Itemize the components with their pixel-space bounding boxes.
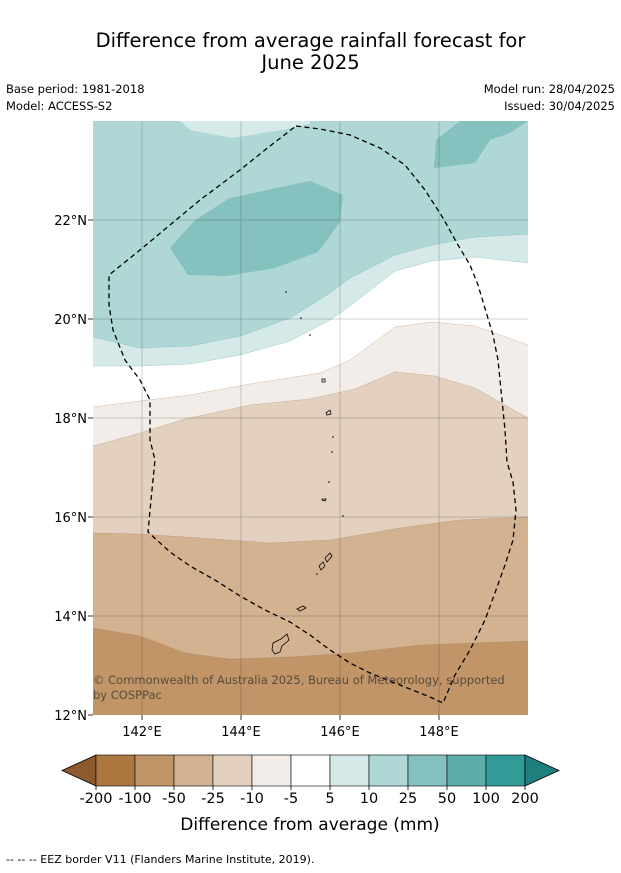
colorbar-over-arrow [524, 754, 560, 787]
island-farallon [321, 498, 327, 502]
colorbar-tick-label: 10 [360, 791, 378, 807]
graticule [93, 121, 528, 715]
colorbar-tick-label: 5 [325, 791, 334, 807]
colorbar-tick-label: 200 [511, 791, 539, 807]
island-saipan [324, 552, 333, 563]
island-agrihan [325, 409, 332, 416]
colorbar-bin [485, 754, 526, 787]
lon-tick-marks [141, 715, 440, 720]
colorbar-bin [290, 754, 331, 787]
lat-tick-label: 12°N [54, 709, 87, 724]
colorbar-bin [173, 754, 214, 787]
rainfall-map: © Commonwealth of Australia 2025, Bureau… [93, 121, 528, 715]
colorbar-tick-label: 100 [472, 791, 500, 807]
colorbar-bin [251, 754, 292, 787]
colorbar-bin [95, 754, 136, 787]
patch-25-to-50-central [170, 181, 343, 276]
colorbar: -200 -100 -50 -25 -10 -5 5 10 25 50 100 … [61, 754, 560, 835]
patch-5-to-10-north [180, 121, 310, 138]
lon-tick-label: 148°E [419, 725, 459, 740]
lon-tick-label: 142°E [122, 725, 162, 740]
colorbar-bin [446, 754, 487, 787]
colorbar-bin [407, 754, 448, 787]
colorbar-bin [212, 754, 253, 787]
lat-tick-label: 18°N [54, 412, 87, 427]
contour-lines-wet [93, 233, 528, 367]
patch-25-to-50-northeast [434, 121, 528, 168]
island-dots [285, 291, 344, 575]
lat-tick-label: 20°N [54, 313, 87, 328]
copyright-line-1: © Commonwealth of Australia 2025, Bureau… [93, 673, 505, 687]
eez-border-footnote: -- -- -- EEZ border V11 (Flanders Marine… [6, 853, 315, 866]
colorbar-tick-label: -50 [162, 791, 186, 807]
lat-tick-labels: 22°N 20°N 18°N 16°N 14°N 12°N [54, 214, 87, 724]
colorbar-bin [368, 754, 409, 787]
model-run-label: Model run: 28/04/2025 [483, 82, 615, 96]
lat-tick-label: 22°N [54, 214, 87, 229]
map-title-line-1: Difference from average rainfall forecas… [95, 29, 526, 52]
base-period-label: Base period: 1981-2018 [6, 82, 145, 96]
colorbar-tick-label: 25 [399, 791, 417, 807]
lat-tick-marks [88, 219, 93, 716]
contour-lines [93, 321, 528, 660]
colorbar-label: Difference from average (mm) [180, 815, 439, 835]
island-guam [271, 633, 290, 655]
colorbar-bin [329, 754, 370, 787]
colorbar-bin [134, 754, 175, 787]
lat-tick-label: 14°N [54, 610, 87, 625]
island-rota [296, 605, 307, 612]
colorbar-tick-label: 50 [438, 791, 456, 807]
island-tinian [318, 561, 326, 571]
colorbar-tick-label: -25 [201, 791, 225, 807]
lat-tick-label: 16°N [54, 511, 87, 526]
lon-tick-label: 146°E [320, 725, 360, 740]
map-title-line-2: June 2025 [261, 51, 360, 74]
colorbar-tick-label: -200 [80, 791, 113, 807]
colorbar-tick-label: -100 [119, 791, 152, 807]
lon-tick-labels: 142°E 144°E 146°E 148°E [122, 725, 459, 740]
eez-border [108, 125, 517, 704]
island-asuncion [321, 378, 326, 383]
colorbar-under-arrow [61, 754, 97, 787]
colorbar-tick-label: -5 [284, 791, 298, 807]
model-label: Model: ACCESS-S2 [6, 99, 113, 113]
islands [271, 378, 333, 655]
issued-label: Issued: 30/04/2025 [504, 99, 615, 113]
colorbar-tick-label: -10 [240, 791, 264, 807]
lon-tick-label: 144°E [221, 725, 261, 740]
copyright-line-2: by COSPPac [93, 688, 162, 702]
